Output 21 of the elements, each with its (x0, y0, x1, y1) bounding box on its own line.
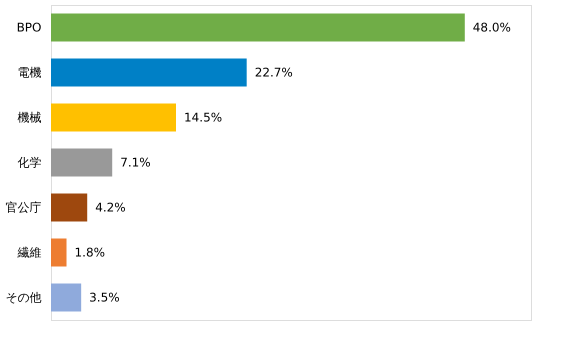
bar (51, 104, 176, 132)
y-tick-label: 化学 (18, 156, 42, 170)
bar (51, 194, 88, 222)
y-tick-label: 電機 (18, 66, 42, 80)
y-tick-label: 官公庁 (6, 200, 42, 214)
y-tick-label: BPO (16, 20, 42, 34)
bar (51, 58, 247, 86)
data-label: 7.1% (120, 156, 151, 170)
bar (51, 148, 112, 176)
data-label: 48.0% (472, 20, 511, 34)
y-tick-label: その他 (6, 290, 42, 304)
data-label: 4.2% (95, 200, 126, 214)
bar (51, 284, 82, 312)
data-label: 22.7% (254, 66, 293, 80)
y-tick-label: 機械 (18, 110, 42, 124)
y-tick-label: 繊維 (16, 246, 42, 260)
data-label: 3.5% (89, 290, 120, 304)
bar (51, 14, 465, 42)
bar (51, 238, 67, 266)
data-label: 14.5% (184, 110, 222, 124)
data-label: 1.8% (74, 246, 106, 260)
